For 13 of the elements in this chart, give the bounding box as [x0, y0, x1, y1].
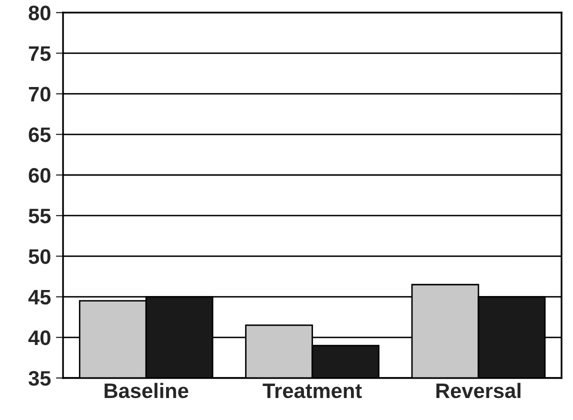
y-tick-label: 45 — [28, 290, 51, 305]
x-tick-label: Reversal — [436, 382, 520, 398]
y-tick-label: 65 — [28, 127, 51, 142]
y-tick-label: 70 — [28, 86, 50, 102]
y-tick-label: 60 — [28, 168, 50, 183]
y-tick-label: 75 — [28, 46, 51, 61]
y-tick-label: 35 — [28, 371, 51, 386]
x-tick-label: Treatment — [262, 384, 362, 398]
x-tick-label: Baseline — [104, 382, 188, 398]
y-tick-label: 50 — [28, 249, 50, 264]
y-tick-label: 40 — [28, 330, 50, 346]
y-tick-label: 80 — [28, 6, 50, 20]
y-tick-label: 55 — [28, 208, 51, 224]
